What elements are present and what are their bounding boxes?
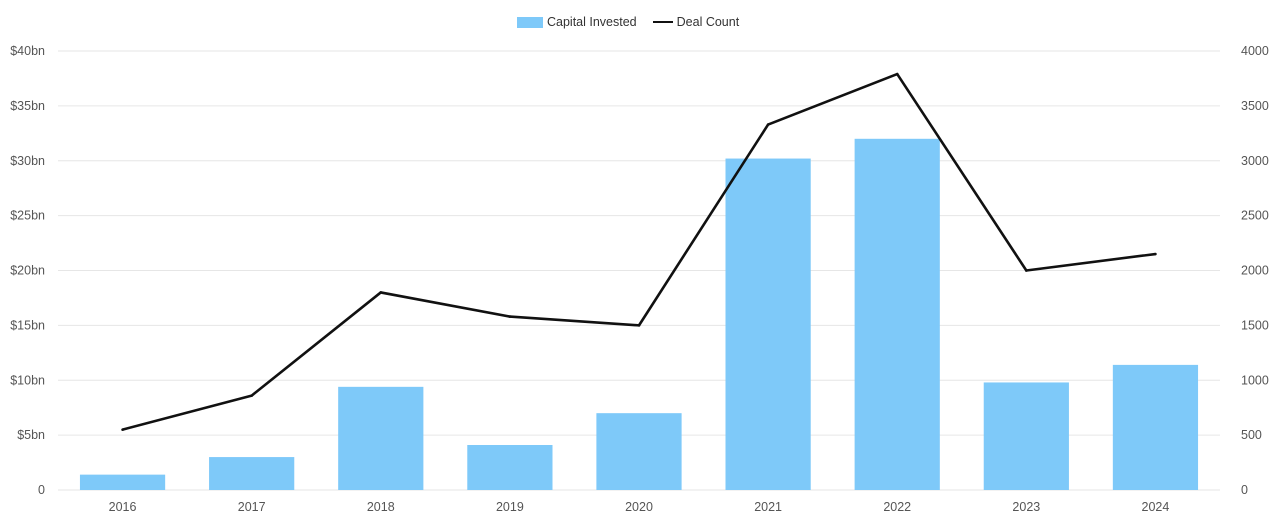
- x-tick-label: 2018: [367, 500, 395, 514]
- bar: [596, 413, 682, 490]
- legend-label-deal-count: Deal Count: [676, 15, 740, 29]
- y-left-tick-label: $15bn: [10, 318, 45, 332]
- y-left-tick-label: $35bn: [10, 99, 45, 113]
- deal-count-point: [1025, 269, 1028, 272]
- y-left-tick-label: $5bn: [17, 428, 45, 442]
- y-left-tick-label: $25bn: [10, 209, 45, 223]
- y-left-tick-label: $20bn: [10, 264, 45, 278]
- legend: Capital Invested Deal Count: [517, 15, 739, 29]
- bar: [79, 474, 166, 490]
- deal-count-point: [1154, 252, 1157, 256]
- bar: [725, 158, 811, 490]
- bar: [1112, 364, 1199, 490]
- x-tick-label: 2016: [109, 500, 137, 514]
- deal-count-point: [637, 324, 641, 327]
- y-left-tick-label: $30bn: [10, 154, 45, 168]
- y-right-tick-label: 1500: [1241, 318, 1269, 332]
- x-tick-label: 2023: [1012, 500, 1040, 514]
- x-tick-label: 2019: [496, 500, 524, 514]
- y-left-tick-label: $10bn: [10, 373, 45, 387]
- bar: [854, 138, 940, 491]
- deal-count-point: [766, 123, 770, 126]
- deal-count-line: [122, 72, 1156, 431]
- y-left-tick-label: 0: [38, 483, 45, 497]
- y-right-tick-label: 500: [1241, 428, 1262, 442]
- y-right-tick-label: 2000: [1241, 264, 1269, 278]
- x-tick-label: 2021: [754, 500, 782, 514]
- x-tick-label: 2022: [883, 500, 911, 514]
- bar: [467, 445, 553, 490]
- deal-count-point: [379, 291, 383, 294]
- bar: [983, 382, 1069, 490]
- y-right-tick-label: 2500: [1241, 209, 1269, 223]
- x-tick-label: 2020: [625, 500, 653, 514]
- legend-item-capital-invested: Capital Invested: [517, 15, 637, 29]
- bar-swatch-icon: [517, 16, 543, 28]
- deal-count-point: [121, 428, 124, 431]
- line-swatch-icon: [652, 21, 673, 23]
- deal-count-point: [508, 315, 512, 318]
- legend-label-capital-invested: Capital Invested: [547, 15, 637, 29]
- y-right-tick-label: 1000: [1241, 373, 1269, 387]
- y-right-tick-label: 3000: [1241, 154, 1269, 168]
- x-tick-label: 2017: [238, 500, 266, 514]
- x-tick-label: 2024: [1142, 500, 1170, 514]
- bar: [338, 386, 424, 490]
- y-right-tick-label: 4000: [1241, 44, 1269, 58]
- y-right-tick-label: 0: [1241, 483, 1248, 497]
- deal-count-point: [250, 394, 253, 397]
- bar: [209, 457, 295, 490]
- y-right-tick-label: 3500: [1241, 99, 1269, 113]
- legend-item-deal-count: Deal Count: [652, 15, 740, 29]
- y-left-tick-label: $40bn: [10, 44, 45, 58]
- deal-count-point: [895, 72, 899, 76]
